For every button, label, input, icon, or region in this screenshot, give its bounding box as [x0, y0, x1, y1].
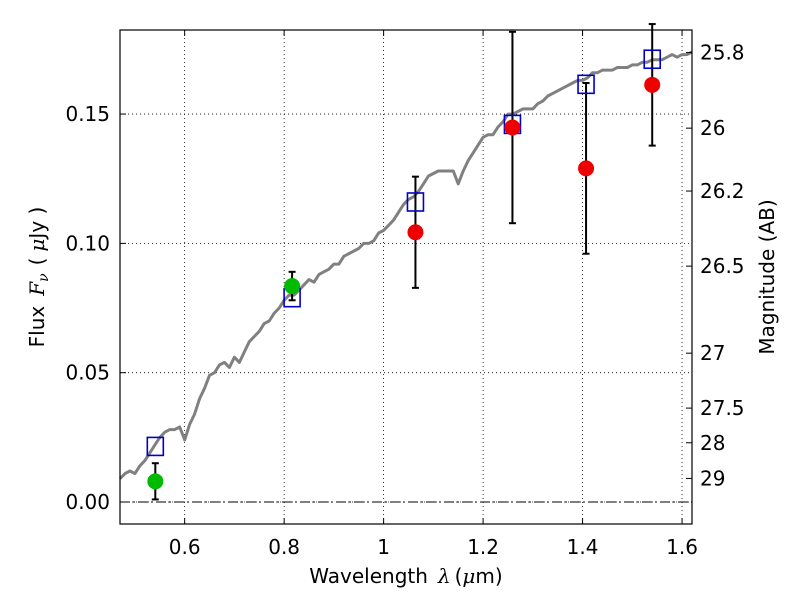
magnitude-tick-label: 26.2 — [700, 179, 745, 203]
detection-point — [147, 473, 164, 490]
x-tick-label: 1 — [377, 535, 390, 559]
observed-points — [147, 76, 661, 490]
x-tick-label: 0.6 — [169, 535, 201, 559]
detection-point — [284, 278, 301, 295]
y-tick-label: 0.00 — [65, 490, 110, 514]
model-photometry-square — [643, 49, 662, 70]
axis-ticks — [120, 30, 692, 524]
magnitude-tick-label: 29 — [700, 466, 725, 490]
x-axis-label: Wavelength λ (μm) — [309, 564, 502, 588]
model-photometry-square — [406, 192, 425, 212]
magnitude-tick-label: 26 — [700, 116, 725, 140]
model-photometry-square — [577, 74, 595, 95]
x-tick-label: 1.4 — [567, 535, 599, 559]
magnitude-tick-label: 27.5 — [700, 396, 745, 420]
y-tick-labels: 0.00 0.05 0.10 0.15 — [65, 102, 110, 514]
magnitude-tick-label: 28 — [700, 431, 725, 455]
x-tick-label: 1.2 — [467, 535, 499, 559]
magnitude-axis-label: Magnitude (AB) — [755, 199, 779, 354]
red-point — [504, 119, 521, 136]
y-tick-label: 0.15 — [65, 102, 110, 126]
x-tick-labels: 0.6 0.8 1 1.2 1.4 1.6 — [169, 535, 698, 559]
red-point — [578, 160, 595, 177]
magnitude-tick-label: 25.8 — [700, 41, 745, 65]
plot-frame — [119, 29, 693, 525]
y-axis-label: FluxFν(μJy ) — [25, 207, 52, 348]
magnitude-tick-labels: 25.8 26 26.2 26.5 27 27.5 28 29 — [700, 41, 745, 491]
red-point — [644, 76, 661, 93]
model-spectrum-line — [118, 50, 693, 480]
model-photometry-square — [146, 436, 165, 457]
magnitude-tick-label: 26.5 — [700, 254, 745, 278]
red-point — [407, 224, 424, 241]
y-tick-label: 0.10 — [65, 231, 110, 255]
plot-background — [120, 30, 692, 524]
y-tick-label: 0.05 — [65, 361, 110, 385]
x-tick-label: 1.6 — [666, 535, 698, 559]
x-tick-label: 0.8 — [268, 535, 300, 559]
magnitude-tick-label: 27 — [700, 341, 725, 365]
